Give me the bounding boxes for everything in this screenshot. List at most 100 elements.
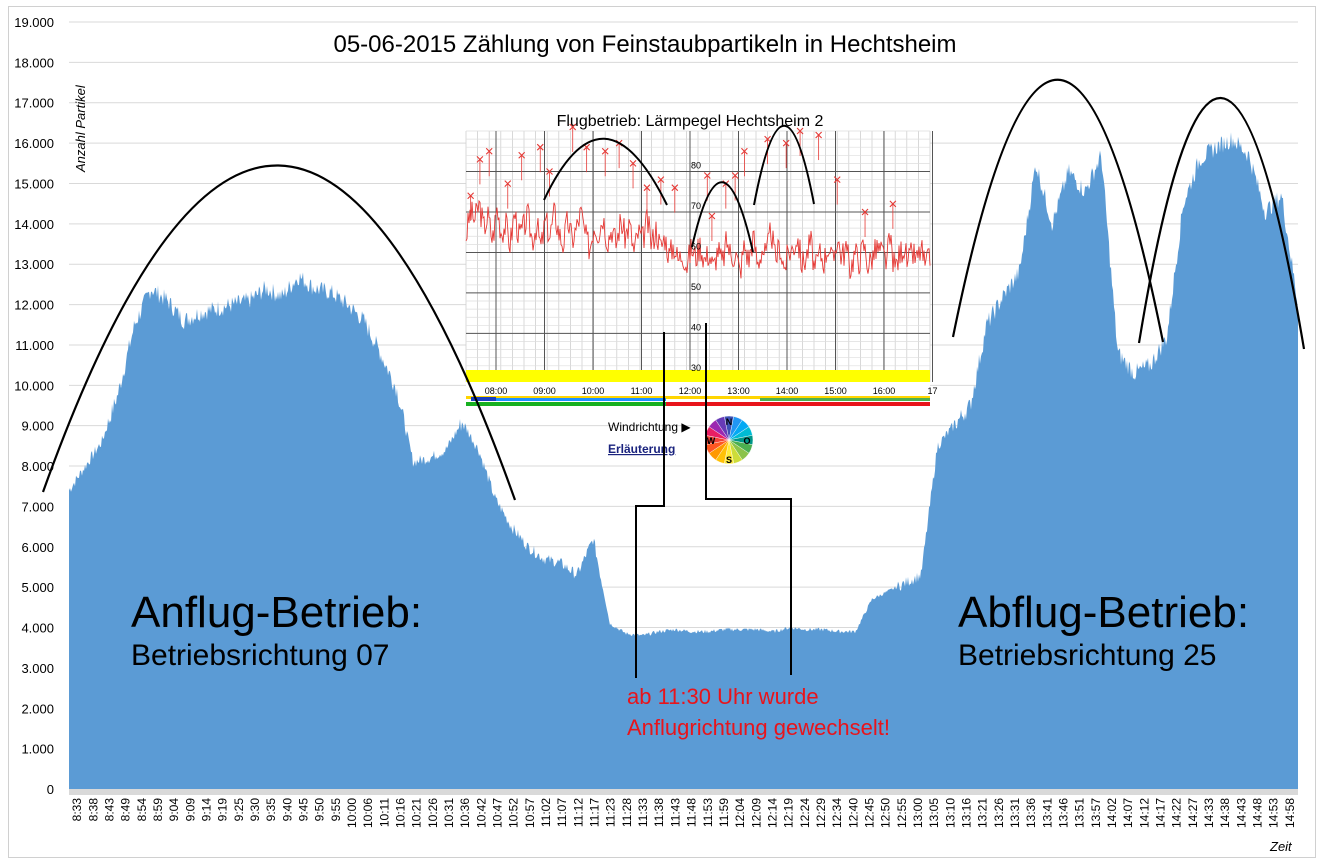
x-axis-line xyxy=(69,789,1298,795)
inset-peak-marker xyxy=(815,131,823,139)
inset-x-tick-label: 10:00 xyxy=(582,386,605,396)
inset-peak-markers xyxy=(467,123,897,242)
explanation-link[interactable]: Erläuterung xyxy=(608,442,675,456)
inset-bar-green-top xyxy=(760,398,930,401)
inset-y-tick-label: 40 xyxy=(691,322,701,332)
x-tick-label: 12:45 xyxy=(863,798,877,828)
y-tick-label: 5.000 xyxy=(21,580,54,595)
inset-peak-marker xyxy=(708,212,716,220)
x-tick-label: 10:36 xyxy=(458,798,472,828)
x-tick-label: 11:33 xyxy=(636,798,650,827)
x-tick-label: 14:53 xyxy=(1267,798,1281,828)
x-tick-label: 11:23 xyxy=(604,798,618,827)
x-tick-label: 14:27 xyxy=(1186,798,1200,828)
y-tick-label: 3.000 xyxy=(21,661,54,676)
y-tick-label: 13.000 xyxy=(14,257,54,272)
x-tick-label: 13:57 xyxy=(1089,798,1103,828)
wind-label: Windrichtung ▶ xyxy=(608,420,691,434)
y-tick-label: 7.000 xyxy=(21,499,54,514)
abflug-sub: Betriebsrichtung 25 xyxy=(958,639,1217,672)
x-tick-label: 10:57 xyxy=(523,798,537,828)
x-tick-label: 11:59 xyxy=(717,798,731,827)
compass-letter: O xyxy=(743,436,750,446)
y-tick-label: 1.000 xyxy=(21,742,54,757)
compass-sector xyxy=(715,416,730,441)
inset-y-tick-labels: 30 40 50 60 70 80 xyxy=(691,160,701,372)
x-tick-label: 14:43 xyxy=(1234,798,1248,828)
x-tick-label: 10:21 xyxy=(410,798,424,828)
x-tick-label: 8:59 xyxy=(151,798,165,822)
inset-y-tick-label: 80 xyxy=(691,160,701,170)
x-tick-label: 9:25 xyxy=(232,798,246,822)
x-tick-label: 14:12 xyxy=(1137,798,1151,828)
y-tick-label: 14.000 xyxy=(14,217,54,232)
x-tick-label: 13:36 xyxy=(1024,798,1038,828)
y-tick-label: 19.000 xyxy=(14,15,54,30)
y-axis-label: Anzahl Partikel xyxy=(73,84,88,173)
x-tick-label: 9:55 xyxy=(329,798,343,822)
inset-x-tick-label: 09:00 xyxy=(533,386,556,396)
inset-bar-red xyxy=(666,402,930,406)
change-note-1: ab 11:30 Uhr wurde xyxy=(627,684,819,709)
x-tick-label: 10:11 xyxy=(377,798,391,827)
arch-anflug xyxy=(41,164,517,501)
x-tick-label: 14:17 xyxy=(1154,798,1168,828)
y-tick-label: 0 xyxy=(47,782,54,797)
x-tick-label: 13:41 xyxy=(1040,798,1054,828)
inset-bar-lightblue xyxy=(496,398,666,401)
inset-y-tick-label: 60 xyxy=(691,241,701,251)
inset-x-tick-label: 13:00 xyxy=(727,386,750,396)
x-tick-label: 8:43 xyxy=(102,798,116,822)
x-tick-label: 10:52 xyxy=(507,798,521,828)
inset-x-tick-label: 17 xyxy=(927,386,937,396)
x-tick-label: 11:12 xyxy=(571,798,585,827)
x-tick-label: 8:54 xyxy=(135,798,149,822)
inset-bar-yellow xyxy=(466,396,930,399)
x-tick-label: 9:35 xyxy=(264,798,278,822)
compass-letter: N xyxy=(726,417,733,427)
x-tick-label: 12:40 xyxy=(846,798,860,828)
inset-x-tick-label: 12:00 xyxy=(679,386,702,396)
inset-y-tick-label: 30 xyxy=(691,363,701,373)
y-tick-label: 4.000 xyxy=(21,621,54,636)
inset-y-tick-label: 70 xyxy=(691,201,701,211)
x-tick-label: 9:19 xyxy=(216,798,230,822)
x-tick-labels: 8:33 8:38 8:43 8:49 8:54 8:59 9:04 9:09 9:14 9:19… xyxy=(70,798,1297,828)
inset-title: Flugbetrieb: Lärmpegel Hechtsheim 2 xyxy=(557,113,824,130)
x-tick-label: 12:14 xyxy=(765,798,779,828)
inset-bar-blue xyxy=(471,397,496,401)
inset-yellow-band xyxy=(466,370,930,382)
y-tick-label: 11.000 xyxy=(15,338,54,353)
inset-x-tick-label: 15:00 xyxy=(824,386,847,396)
x-tick-label: 11:38 xyxy=(652,798,666,827)
x-tick-label: 14:02 xyxy=(1105,798,1119,828)
x-tick-label: 8:33 xyxy=(70,798,84,822)
change-note-2: Anflugrichtung gewechselt! xyxy=(627,715,890,740)
inset-peak-marker xyxy=(467,192,475,200)
x-tick-label: 13:16 xyxy=(960,798,974,828)
inset-arch-3 xyxy=(753,124,815,206)
chart-frame xyxy=(8,6,1316,858)
x-tick-label: 11:17 xyxy=(588,798,602,827)
x-tick-label: 11:07 xyxy=(555,798,569,827)
x-tick-label: 9:45 xyxy=(297,798,311,822)
x-tick-label: 9:09 xyxy=(183,798,197,822)
connector-right xyxy=(705,323,792,675)
y-tick-label: 9.000 xyxy=(21,419,54,434)
x-tick-label: 13:10 xyxy=(943,798,957,828)
x-tick-label: 11:02 xyxy=(539,798,553,827)
inset-peak-marker xyxy=(782,139,790,147)
x-tick-label: 14:58 xyxy=(1283,798,1297,828)
particle-count-area xyxy=(69,132,1298,790)
connector-left xyxy=(635,332,665,678)
inset-peak-marker xyxy=(671,184,679,192)
x-tick-label: 8:38 xyxy=(86,798,100,822)
area-series xyxy=(69,132,1298,790)
chart-title: 05-06-2015 Zählung von Feinstaubpartikel… xyxy=(333,31,956,58)
inset-peak-marker xyxy=(518,151,526,159)
x-tick-label: 12:55 xyxy=(895,798,909,828)
x-tick-label: 10:06 xyxy=(361,798,375,828)
x-tick-label: 12:19 xyxy=(782,798,796,828)
x-tick-label: 8:49 xyxy=(119,798,133,822)
y-tick-label: 6.000 xyxy=(21,540,54,555)
